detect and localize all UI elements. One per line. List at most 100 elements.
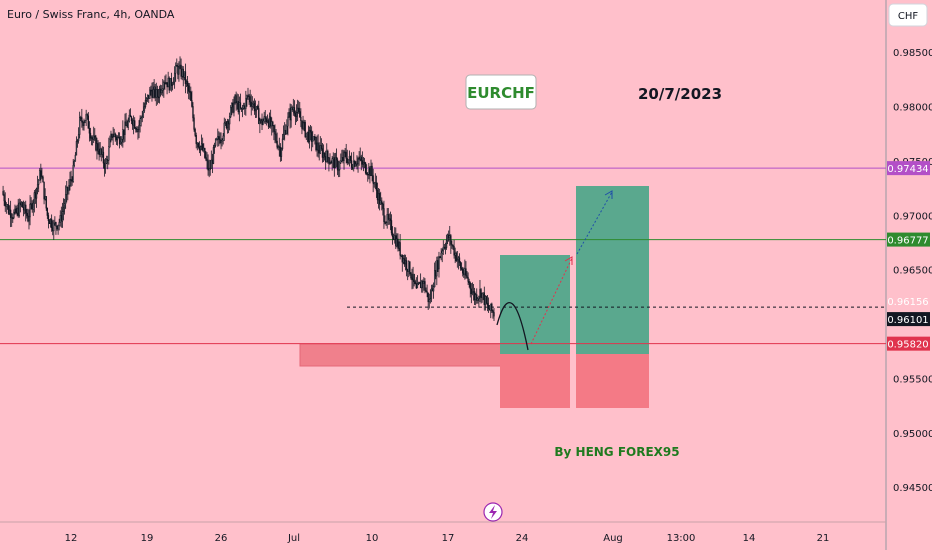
candle-body <box>351 166 354 169</box>
candle-body <box>99 148 101 155</box>
candle-body <box>413 273 415 282</box>
candle-body <box>373 182 375 185</box>
candle-body <box>145 97 148 101</box>
candle-body <box>399 242 401 256</box>
candle-body <box>403 258 406 265</box>
candle-body <box>204 148 206 158</box>
candle-body <box>109 139 111 148</box>
candle-body <box>63 203 66 209</box>
time-tick-label: 13:00 <box>667 533 696 544</box>
candle-body <box>220 140 222 143</box>
candle-body <box>478 296 480 299</box>
candle-body <box>449 235 451 239</box>
candle-body <box>410 273 412 279</box>
time-tick-label: Aug <box>603 533 623 544</box>
price-tag-label: 0.96777 <box>887 236 928 247</box>
candle-body <box>81 117 83 123</box>
candle-body <box>148 94 150 99</box>
candle-body <box>358 158 360 160</box>
candle-body <box>142 110 145 118</box>
candle-body <box>205 157 207 160</box>
candle-body <box>103 162 106 169</box>
candle-body <box>49 218 52 224</box>
time-axis-background <box>0 522 932 550</box>
candle-body <box>432 286 435 292</box>
candle-body <box>408 261 410 272</box>
time-tick-label: 10 <box>366 533 379 544</box>
candle-body <box>118 136 121 145</box>
candle-body <box>326 150 328 163</box>
candle-body <box>368 167 370 175</box>
candle-body <box>87 115 89 129</box>
candle-body <box>469 282 471 290</box>
candle-body <box>202 143 204 151</box>
projection-curve <box>496 302 529 351</box>
candle-body <box>355 163 357 167</box>
candle-body <box>260 119 262 121</box>
candle-body <box>346 158 348 164</box>
lightning-icon[interactable] <box>483 502 503 522</box>
candle-body <box>175 65 177 74</box>
price-tick-label: 0.95500 <box>893 374 932 385</box>
candle-body <box>409 261 411 275</box>
candle-body <box>491 303 493 312</box>
candle-body <box>276 140 278 148</box>
candle-body <box>296 107 299 113</box>
candle-body <box>93 135 95 140</box>
candle-body <box>149 89 151 99</box>
price-tick-label: 0.96500 <box>893 266 932 277</box>
candle-body <box>468 281 470 284</box>
candle-body <box>47 215 50 221</box>
candle-body <box>303 121 305 124</box>
candle-body <box>214 138 217 146</box>
candle-body <box>430 288 433 300</box>
candles <box>2 56 495 322</box>
candle-body <box>487 304 490 310</box>
candle-body <box>312 139 314 142</box>
candle-body <box>370 165 372 177</box>
price-tick-label: 0.94500 <box>893 483 932 494</box>
candle-body <box>164 82 166 84</box>
candle-body <box>485 296 488 304</box>
candle-body <box>321 148 324 158</box>
candle-body <box>238 102 241 113</box>
candle-body <box>184 71 187 84</box>
candle-body <box>457 257 460 261</box>
price-tag-label: 0.96101 <box>887 315 928 326</box>
candle-body <box>483 292 485 305</box>
candle-body <box>301 120 303 129</box>
candle-body <box>240 107 243 110</box>
candle-body <box>76 140 79 142</box>
candle-body <box>263 116 265 122</box>
candle-body <box>466 275 468 278</box>
candle-body <box>284 129 286 135</box>
candle-body <box>64 194 67 205</box>
time-tick-label: 19 <box>141 533 154 544</box>
candle-body <box>4 200 6 207</box>
candle-body <box>243 105 245 109</box>
price-tag-bg <box>887 161 930 176</box>
candle-body <box>83 122 85 126</box>
candle-body <box>68 185 70 192</box>
candle-body <box>26 212 28 217</box>
candle-body <box>195 135 197 144</box>
candle-body <box>322 152 325 158</box>
candle-body <box>70 179 72 181</box>
candle-body <box>306 131 309 134</box>
candle-body <box>154 86 156 98</box>
candle-body <box>23 204 26 211</box>
candle-body <box>150 89 152 92</box>
currency-button[interactable]: CHF <box>888 3 928 27</box>
candle-body <box>288 112 290 118</box>
candle-body <box>180 64 182 77</box>
candle-body <box>318 149 320 154</box>
candle-body <box>386 214 388 223</box>
candle-body <box>36 184 39 189</box>
candle-body <box>112 136 114 138</box>
candle-body <box>382 203 384 209</box>
price-tick-label: 0.97000 <box>893 211 932 222</box>
candle-body <box>372 175 374 184</box>
candle-body <box>361 160 364 165</box>
